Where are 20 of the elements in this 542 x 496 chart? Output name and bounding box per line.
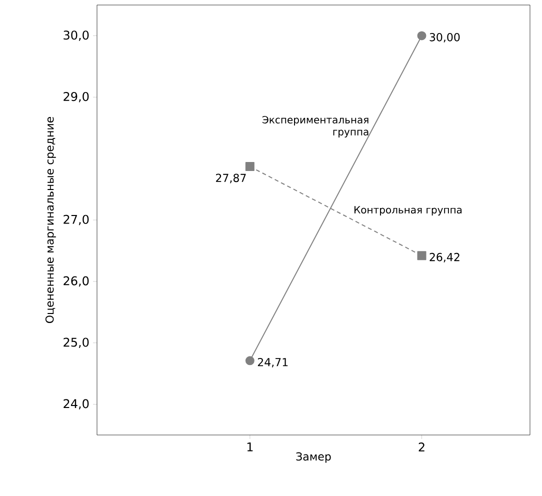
point bbox=[245, 356, 254, 366]
point bbox=[245, 162, 254, 172]
x-axis-title: Замер bbox=[296, 452, 331, 463]
data-label: 27,87 bbox=[216, 174, 246, 184]
data-label: 26,42 bbox=[430, 252, 460, 262]
y-tick-label: 25,0 bbox=[64, 338, 89, 348]
series-label: Контрольная группа bbox=[354, 206, 462, 216]
y-tick-label: 24,0 bbox=[64, 399, 89, 410]
y-tick-label: 30,0 bbox=[64, 30, 89, 41]
point bbox=[417, 251, 426, 260]
x-tick-label: 1 bbox=[247, 442, 253, 452]
y-tick-label: 27,0 bbox=[64, 214, 89, 226]
x-tick-label: 2 bbox=[418, 442, 424, 452]
point bbox=[417, 31, 426, 40]
series-label: Экспериментальная группа bbox=[262, 116, 368, 138]
y-axis-title: Оцененные маргинальные средние bbox=[45, 116, 56, 324]
y-tick-label: 26,0 bbox=[64, 276, 89, 287]
data-label: 24,71 bbox=[258, 358, 288, 368]
data-label: 30,00 bbox=[430, 33, 460, 42]
y-tick-label: 29,0 bbox=[64, 92, 89, 102]
